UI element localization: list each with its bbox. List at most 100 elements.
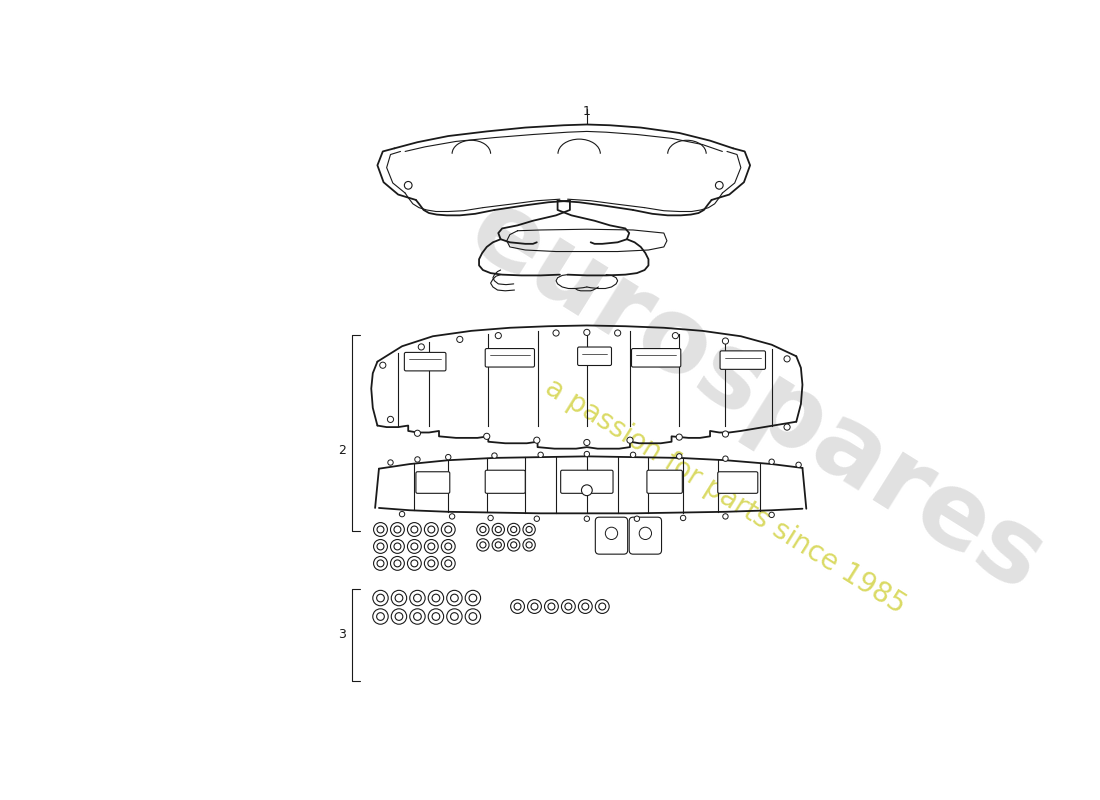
Circle shape — [627, 437, 634, 443]
Circle shape — [411, 543, 418, 550]
FancyBboxPatch shape — [485, 470, 526, 494]
Circle shape — [444, 560, 452, 567]
Circle shape — [676, 454, 682, 459]
Circle shape — [784, 424, 790, 430]
Circle shape — [428, 609, 443, 624]
Circle shape — [447, 609, 462, 624]
Circle shape — [522, 538, 536, 551]
Circle shape — [565, 603, 572, 610]
Circle shape — [535, 516, 539, 522]
Circle shape — [395, 613, 403, 620]
Circle shape — [409, 590, 425, 606]
Circle shape — [441, 557, 455, 570]
Text: 1: 1 — [583, 106, 591, 118]
Circle shape — [681, 515, 685, 521]
Circle shape — [428, 543, 435, 550]
Circle shape — [415, 430, 420, 436]
Circle shape — [374, 539, 387, 554]
Circle shape — [492, 453, 497, 458]
Circle shape — [444, 543, 452, 550]
Circle shape — [425, 557, 438, 570]
Circle shape — [531, 603, 538, 610]
Circle shape — [428, 526, 435, 533]
Circle shape — [407, 557, 421, 570]
Circle shape — [584, 330, 590, 335]
Circle shape — [399, 511, 405, 517]
Circle shape — [723, 514, 728, 519]
Circle shape — [769, 512, 774, 518]
Circle shape — [414, 613, 421, 620]
Circle shape — [432, 594, 440, 602]
Circle shape — [379, 362, 386, 368]
Circle shape — [476, 523, 490, 536]
Circle shape — [676, 434, 682, 440]
Circle shape — [428, 560, 435, 567]
Circle shape — [447, 590, 462, 606]
Circle shape — [390, 557, 405, 570]
Circle shape — [432, 613, 440, 620]
Circle shape — [635, 516, 639, 522]
Circle shape — [428, 590, 443, 606]
Circle shape — [392, 590, 407, 606]
Circle shape — [528, 599, 541, 614]
Circle shape — [456, 336, 463, 342]
Circle shape — [544, 599, 559, 614]
Circle shape — [488, 515, 493, 521]
Circle shape — [582, 603, 588, 610]
Circle shape — [484, 434, 490, 439]
Circle shape — [394, 526, 400, 533]
Circle shape — [495, 333, 502, 338]
Circle shape — [465, 590, 481, 606]
Circle shape — [507, 523, 520, 536]
Circle shape — [526, 542, 532, 548]
Circle shape — [492, 523, 505, 536]
Circle shape — [538, 452, 543, 458]
Circle shape — [418, 344, 425, 350]
FancyBboxPatch shape — [405, 353, 446, 371]
Circle shape — [526, 526, 532, 533]
Circle shape — [377, 560, 384, 567]
Circle shape — [492, 538, 505, 551]
Circle shape — [390, 539, 405, 554]
Circle shape — [377, 543, 384, 550]
Circle shape — [579, 599, 592, 614]
Circle shape — [395, 594, 403, 602]
Circle shape — [534, 437, 540, 443]
Circle shape — [376, 594, 384, 602]
Circle shape — [584, 451, 590, 457]
Circle shape — [409, 609, 425, 624]
FancyBboxPatch shape — [578, 347, 612, 366]
Circle shape — [469, 594, 476, 602]
Circle shape — [582, 485, 592, 496]
Circle shape — [441, 539, 455, 554]
Circle shape — [377, 526, 384, 533]
Circle shape — [415, 457, 420, 462]
Circle shape — [715, 182, 723, 189]
Circle shape — [394, 560, 400, 567]
Circle shape — [723, 456, 728, 462]
Text: eurospares: eurospares — [450, 179, 1063, 614]
Circle shape — [510, 526, 517, 533]
Circle shape — [373, 590, 388, 606]
FancyBboxPatch shape — [485, 349, 535, 367]
Circle shape — [510, 542, 517, 548]
Circle shape — [376, 613, 384, 620]
Circle shape — [374, 557, 387, 570]
Circle shape — [411, 526, 418, 533]
Circle shape — [451, 594, 459, 602]
FancyBboxPatch shape — [595, 517, 628, 554]
FancyBboxPatch shape — [720, 351, 766, 370]
Circle shape — [411, 560, 418, 567]
Circle shape — [595, 599, 609, 614]
Circle shape — [444, 526, 452, 533]
Circle shape — [390, 522, 405, 537]
Circle shape — [548, 603, 554, 610]
Circle shape — [769, 459, 774, 465]
Circle shape — [446, 454, 451, 460]
Circle shape — [495, 526, 502, 533]
Circle shape — [373, 609, 388, 624]
Circle shape — [522, 523, 536, 536]
Circle shape — [480, 542, 486, 548]
FancyBboxPatch shape — [416, 472, 450, 494]
Circle shape — [469, 613, 476, 620]
